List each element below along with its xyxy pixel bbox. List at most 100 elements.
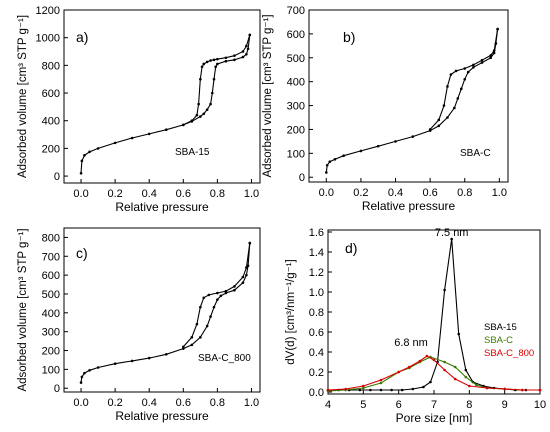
- x-tick-label: 0.8: [210, 397, 225, 409]
- data-point-SBA-C: [464, 375, 468, 379]
- x-tick-label: 5: [360, 399, 366, 411]
- data-point-desorption: [190, 336, 194, 339]
- y-tick-label: 0: [299, 172, 305, 184]
- data-point-desorption: [233, 285, 236, 288]
- data-point-SBA-C: [379, 381, 383, 385]
- data-point-SBA-C_800: [379, 378, 383, 382]
- panel-d: 4 5 6 7 8 9 10 0.0 0.2 0.4 0.6 0.8 1.0 1.2 1.4 1.6 Pore …: [285, 227, 546, 425]
- y-axis-label: dV(d) [cm³/nm⁻¹/g⁻¹]: [285, 259, 297, 364]
- data-point-adsorption: [88, 150, 91, 154]
- data-point-SBA-C: [475, 383, 478, 387]
- data-point-adsorption: [83, 371, 86, 375]
- data-point-desorption: [209, 59, 212, 62]
- sample-label: SBA-C: [460, 148, 491, 159]
- y-axis-label: Adsorbed volume [cm³ STP g⁻¹]: [17, 228, 29, 391]
- data-point-adsorption: [79, 172, 83, 175]
- y-axis-label: Adsorbed volume [cm³ STP g⁻¹]: [17, 15, 29, 178]
- data-point-adsorption: [209, 102, 212, 106]
- data-point-desorption: [233, 54, 236, 57]
- data-point-desorption: [207, 293, 211, 297]
- y-tick-label: 1.6: [309, 227, 324, 239]
- data-point-SBA-C_800: [538, 388, 542, 392]
- x-tick-label: 1.0: [244, 397, 259, 409]
- x-tick-label: 0.0: [319, 187, 334, 199]
- data-point-desorption: [241, 275, 245, 279]
- data-point-adsorption: [216, 298, 219, 301]
- data-point-SBA-C_800: [503, 387, 506, 391]
- data-point-adsorption: [233, 288, 236, 292]
- data-point-SBA-C_800: [468, 384, 471, 388]
- data-point-SBA-15: [390, 388, 393, 392]
- data-point-adsorption: [376, 144, 380, 148]
- y-tick-label: 800: [42, 60, 60, 72]
- panel-c: 0.0 0.2 0.4 0.6 0.8 1.0 0 100 200 300 400 500 600 700…: [17, 227, 261, 423]
- data-point-SBA-C_800: [326, 388, 330, 392]
- data-point-desorption: [442, 104, 446, 107]
- y-tick-label: 600: [42, 270, 60, 282]
- data-point-SBA-15: [450, 237, 453, 241]
- data-point-adsorption: [182, 347, 185, 350]
- data-point-desorption: [245, 44, 248, 48]
- data-point-adsorption: [214, 65, 217, 69]
- data-point-adsorption: [224, 291, 228, 295]
- data-point-adsorption: [359, 149, 363, 153]
- data-point-adsorption: [164, 352, 168, 356]
- data-point-desorption: [212, 58, 216, 62]
- data-point-desorption: [195, 113, 199, 117]
- data-point-adsorption: [113, 362, 117, 366]
- data-point-SBA-15: [379, 388, 383, 392]
- data-point-adsorption: [113, 141, 117, 145]
- data-point-adsorption: [245, 273, 248, 277]
- y-tick-label: 1.2: [309, 267, 324, 279]
- annotation-label: 7.5 nm: [435, 227, 469, 239]
- data-point-desorption: [195, 322, 199, 326]
- data-point-desorption: [241, 50, 245, 53]
- panel-a: 0.0 0.2 0.4 0.6 0.8 1.0 0 200 400 600 800 1000 1200 R…: [17, 5, 261, 214]
- data-point-adsorption: [190, 343, 194, 347]
- data-point-SBA-C_800: [521, 388, 524, 392]
- y-tick-label: 1.0: [309, 287, 324, 299]
- data-point-adsorption: [459, 87, 463, 91]
- x-axis-label: Relative pressure: [362, 199, 456, 213]
- data-point-SBA-C: [443, 360, 446, 364]
- data-point-adsorption: [241, 55, 245, 59]
- data-point-adsorption: [130, 136, 134, 140]
- data-point-SBA-C_800: [432, 358, 436, 362]
- data-point-desorption: [437, 118, 441, 122]
- data-point-desorption: [202, 62, 206, 66]
- x-tick-label: 0.8: [210, 188, 225, 200]
- legend-entry: SBA-C_800: [484, 348, 534, 359]
- data-point-SBA-15: [443, 288, 446, 292]
- y-tick-label: 1200: [36, 5, 60, 17]
- sample-label: SBA-C_800: [198, 353, 251, 364]
- x-axis-label: Relative pressure: [115, 409, 209, 423]
- panel-label: a): [76, 29, 88, 45]
- data-point-SBA-15: [358, 388, 362, 392]
- data-point-desorption: [182, 345, 185, 349]
- x-tick-label: 10: [534, 399, 546, 411]
- data-point-adsorption: [147, 132, 151, 136]
- data-point-desorption: [496, 27, 499, 31]
- data-point-desorption: [216, 57, 219, 61]
- x-tick-label: 0.0: [73, 397, 88, 409]
- data-point-SBA-15: [464, 368, 468, 372]
- data-point-adsorption: [333, 158, 337, 161]
- data-point-adsorption: [83, 154, 86, 157]
- data-point-SBA-C_800: [485, 386, 489, 390]
- x-tick-label: 0.4: [388, 187, 403, 199]
- data-point-adsorption: [246, 47, 250, 51]
- y-tick-label: 500: [42, 289, 60, 301]
- y-tick-label: 1000: [36, 33, 60, 45]
- y-tick-label: 200: [42, 346, 60, 358]
- data-point-adsorption: [164, 128, 168, 132]
- data-point-SBA-15: [429, 380, 432, 384]
- series-line-SBA-C_800: [327, 355, 540, 391]
- data-point-adsorption: [202, 112, 206, 116]
- panel-b: 0.0 0.2 0.4 0.6 0.8 1.0 0 100 200 300 400 500 600 700…: [262, 5, 509, 213]
- x-tick-label: 4: [325, 399, 331, 411]
- data-point-adsorption: [79, 381, 83, 384]
- data-point-adsorption: [411, 135, 415, 138]
- data-point-adsorption: [453, 106, 456, 110]
- data-point-SBA-C_800: [407, 365, 411, 369]
- data-point-adsorption: [209, 315, 212, 318]
